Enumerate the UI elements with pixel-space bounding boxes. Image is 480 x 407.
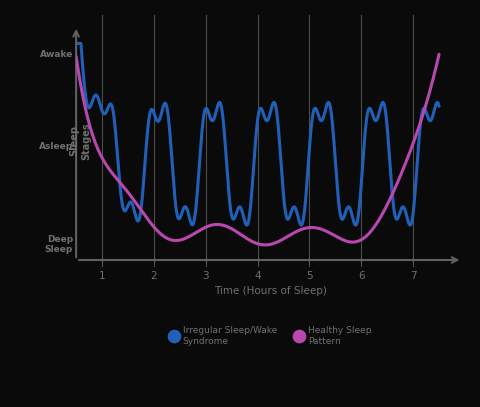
- Text: Awake: Awake: [40, 50, 73, 59]
- X-axis label: Time (Hours of Sleep): Time (Hours of Sleep): [214, 286, 327, 296]
- Text: Deep
Sleep: Deep Sleep: [45, 235, 73, 254]
- Text: Sleep
Stages: Sleep Stages: [69, 122, 91, 160]
- Legend: Irregular Sleep/Wake
Syndrome, Healthy Sleep
Pattern: Irregular Sleep/Wake Syndrome, Healthy S…: [169, 326, 372, 346]
- Text: Asleep: Asleep: [39, 142, 73, 151]
